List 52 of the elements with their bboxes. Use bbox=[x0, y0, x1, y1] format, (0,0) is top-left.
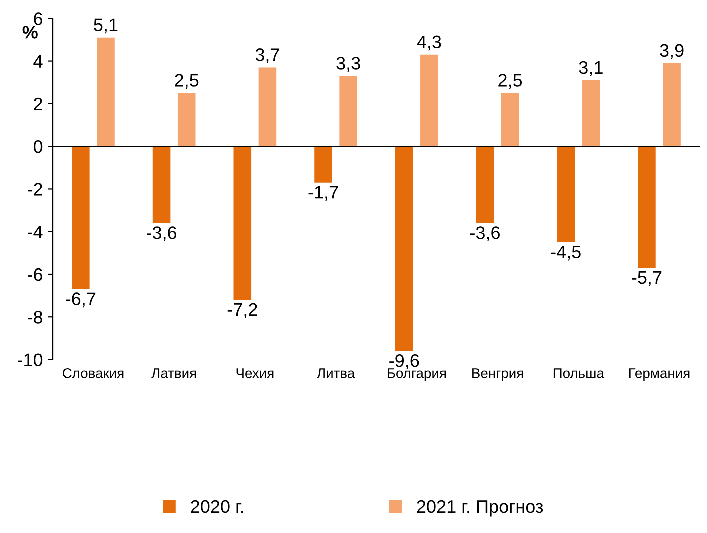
bar bbox=[234, 146, 252, 300]
y-tick-label: -2 bbox=[28, 183, 42, 196]
y-tick-label: 0 bbox=[34, 140, 43, 154]
y-axis-title: % bbox=[22, 26, 38, 39]
data-label: 3,3 bbox=[336, 57, 360, 72]
bar bbox=[178, 93, 196, 147]
data-label: 2,5 bbox=[498, 74, 522, 90]
x-tick-label: Латвия bbox=[152, 368, 196, 378]
y-tick-label: -8 bbox=[28, 311, 43, 324]
bar bbox=[314, 146, 332, 183]
x-tick-label: Литва bbox=[317, 368, 356, 378]
bar bbox=[72, 146, 90, 290]
y-tick-label: -10 bbox=[18, 354, 43, 366]
data-label: -4,5 bbox=[551, 246, 581, 261]
bar bbox=[258, 68, 277, 147]
y-tick-label: -6 bbox=[28, 268, 43, 282]
bar bbox=[501, 93, 520, 147]
data-label: 3,9 bbox=[660, 44, 684, 60]
data-label: 5,1 bbox=[94, 18, 118, 34]
bar bbox=[638, 146, 656, 268]
bar bbox=[152, 146, 171, 224]
legend-label: 2021 г. Прогноз bbox=[417, 500, 544, 517]
data-label: 4,3 bbox=[417, 36, 442, 51]
data-label: 3,7 bbox=[256, 48, 280, 64]
y-tick-label: 6 bbox=[34, 12, 43, 26]
x-tick-label: Чехия bbox=[236, 368, 274, 378]
data-label: -3,6 bbox=[470, 226, 500, 242]
data-label: -6,7 bbox=[66, 292, 96, 308]
bar bbox=[557, 146, 575, 243]
bar bbox=[97, 38, 115, 147]
bar bbox=[340, 76, 358, 147]
x-tick-label: Польша bbox=[554, 368, 604, 378]
data-label: -7,2 bbox=[228, 303, 258, 318]
x-tick-label: Венгрия bbox=[472, 368, 524, 382]
y-tick-label: 2 bbox=[34, 98, 42, 110]
bar bbox=[395, 146, 414, 352]
data-label: -5,7 bbox=[632, 272, 662, 286]
y-tick-label: 4 bbox=[34, 55, 43, 68]
x-tick-label: Германия bbox=[630, 368, 690, 382]
bar bbox=[663, 63, 681, 147]
legend-label: 2020 г. bbox=[191, 500, 244, 514]
data-label: 3,1 bbox=[579, 61, 603, 76]
data-label: -1,7 bbox=[308, 186, 338, 201]
data-label: -9,6 bbox=[390, 354, 420, 370]
bar bbox=[582, 80, 600, 147]
data-label: -3,6 bbox=[147, 226, 177, 242]
bar bbox=[420, 54, 438, 147]
data-label: 2,5 bbox=[175, 74, 199, 90]
x-tick-label: Словакия bbox=[63, 368, 124, 378]
bar bbox=[476, 146, 494, 224]
x-tick-label: Болгария bbox=[388, 368, 446, 382]
y-tick-label: -4 bbox=[28, 226, 43, 238]
